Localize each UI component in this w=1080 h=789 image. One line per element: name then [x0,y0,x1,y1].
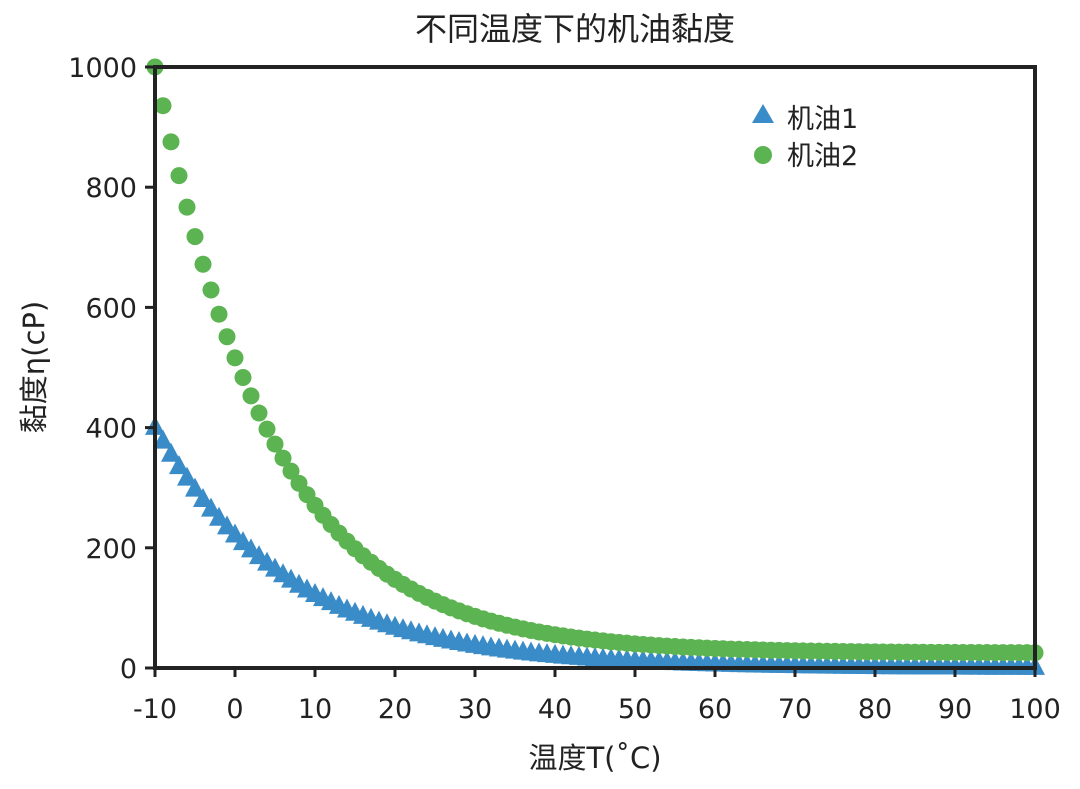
data-point [274,449,292,467]
x-tick-label: 60 [698,694,732,725]
data-point [210,305,228,323]
x-tick-label: 50 [618,694,652,725]
data-point [218,328,236,346]
x-tick-label: 70 [778,694,812,725]
y-tick-label: 200 [85,534,137,565]
y-tick-label: 1000 [68,53,137,84]
y-tick-label: 400 [85,414,137,445]
data-point [201,497,221,517]
data-point [226,349,244,367]
series-2 [146,58,1044,662]
x-tick-label: 90 [938,694,972,725]
legend-label-series-1: 机油1 [787,104,858,135]
data-point [170,167,188,185]
data-point [162,133,180,151]
data-point [185,477,205,497]
data-point [250,404,268,422]
data-point [193,487,213,507]
chart-title: 不同温度下的机油黏度 [415,10,735,48]
y-tick-label: 600 [85,293,137,324]
x-tick-label: 100 [1009,694,1061,725]
data-point [154,97,172,115]
y-axis-label: 黏度η(cP) [17,301,51,433]
data-point [234,368,252,386]
data-point [242,387,260,405]
y-tick-label: 800 [85,173,137,204]
data-point [282,462,300,480]
y-axis: 0 200 400 600 800 1000 [68,53,155,685]
data-point [209,506,229,526]
x-axis: -10 0 10 20 30 40 50 60 70 80 90 100 [133,668,1061,725]
legend-triangle-marker [752,104,774,123]
series-layer [145,58,1045,675]
data-point [153,429,173,449]
x-tick-label: 40 [538,694,572,725]
legend-circle-marker [754,146,772,164]
data-point [178,198,196,216]
data-point [169,455,189,475]
data-point [266,435,284,453]
data-point [186,228,204,246]
data-point [202,281,220,299]
legend: 机油1 机油2 [752,104,858,172]
plot-frame [153,65,1037,670]
data-point [177,466,197,486]
x-tick-label: 30 [458,694,492,725]
x-tick-label: 20 [378,694,412,725]
legend-label-series-2: 机油2 [787,141,858,172]
x-tick-label: 10 [298,694,332,725]
x-tick-label: 0 [226,694,243,725]
x-tick-label: 80 [858,694,892,725]
data-point [258,420,276,438]
y-tick-label: 0 [120,654,137,685]
x-tick-label: -10 [133,694,177,725]
x-axis-label: 温度T(˚C) [528,741,661,775]
data-point [194,255,212,273]
data-point [161,442,181,462]
